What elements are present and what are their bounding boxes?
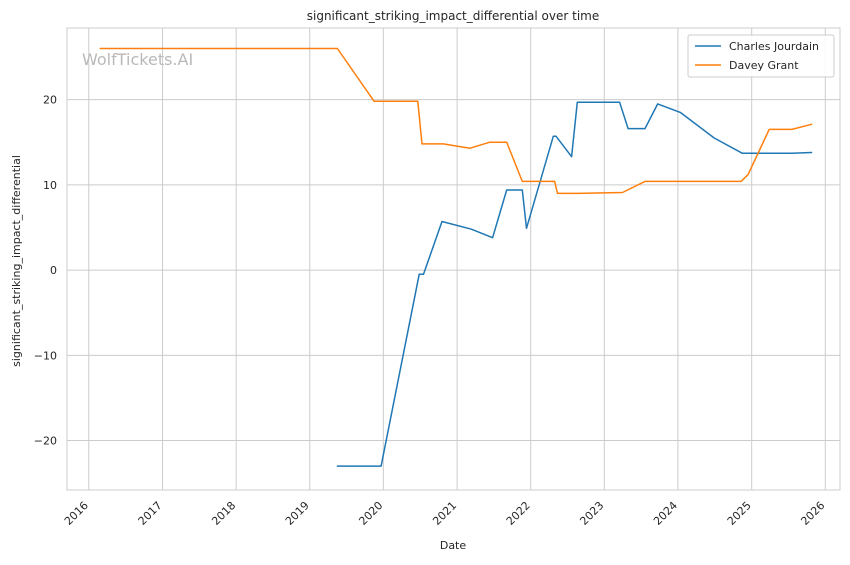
y-axis-label: significant_striking_impact_differential [10,155,23,367]
y-tick-label-3: 10 [43,179,57,192]
grid [67,28,840,490]
series-line-davey-grant [99,47,813,195]
x-tick-labels: 2016 2017 2018 2019 2020 2021 2022 2023 2024 2025… [62,499,827,528]
legend-label-davey-grant: Davey Grant [729,59,799,72]
y-tick-labels: −20 −10 0 10 20 [34,94,57,448]
legend: Charles Jourdain Davey Grant [687,34,835,78]
y-tick-label-4: 20 [43,94,57,107]
legend-label-charles-jourdain: Charles Jourdain [729,40,819,53]
y-tick-label-1: −10 [34,349,57,362]
chart-title: significant_striking_impact_differential… [307,9,599,23]
watermark-text: WolfTickets.AI [82,50,193,69]
legend-box [687,34,835,78]
y-tick-label-2: 0 [50,264,57,277]
series-lines [99,47,813,467]
series-line-charles-jourdain [336,101,813,467]
plot-frame [66,27,841,491]
y-tick-label-0: −20 [34,435,57,448]
x-axis-label: Date [440,539,467,552]
